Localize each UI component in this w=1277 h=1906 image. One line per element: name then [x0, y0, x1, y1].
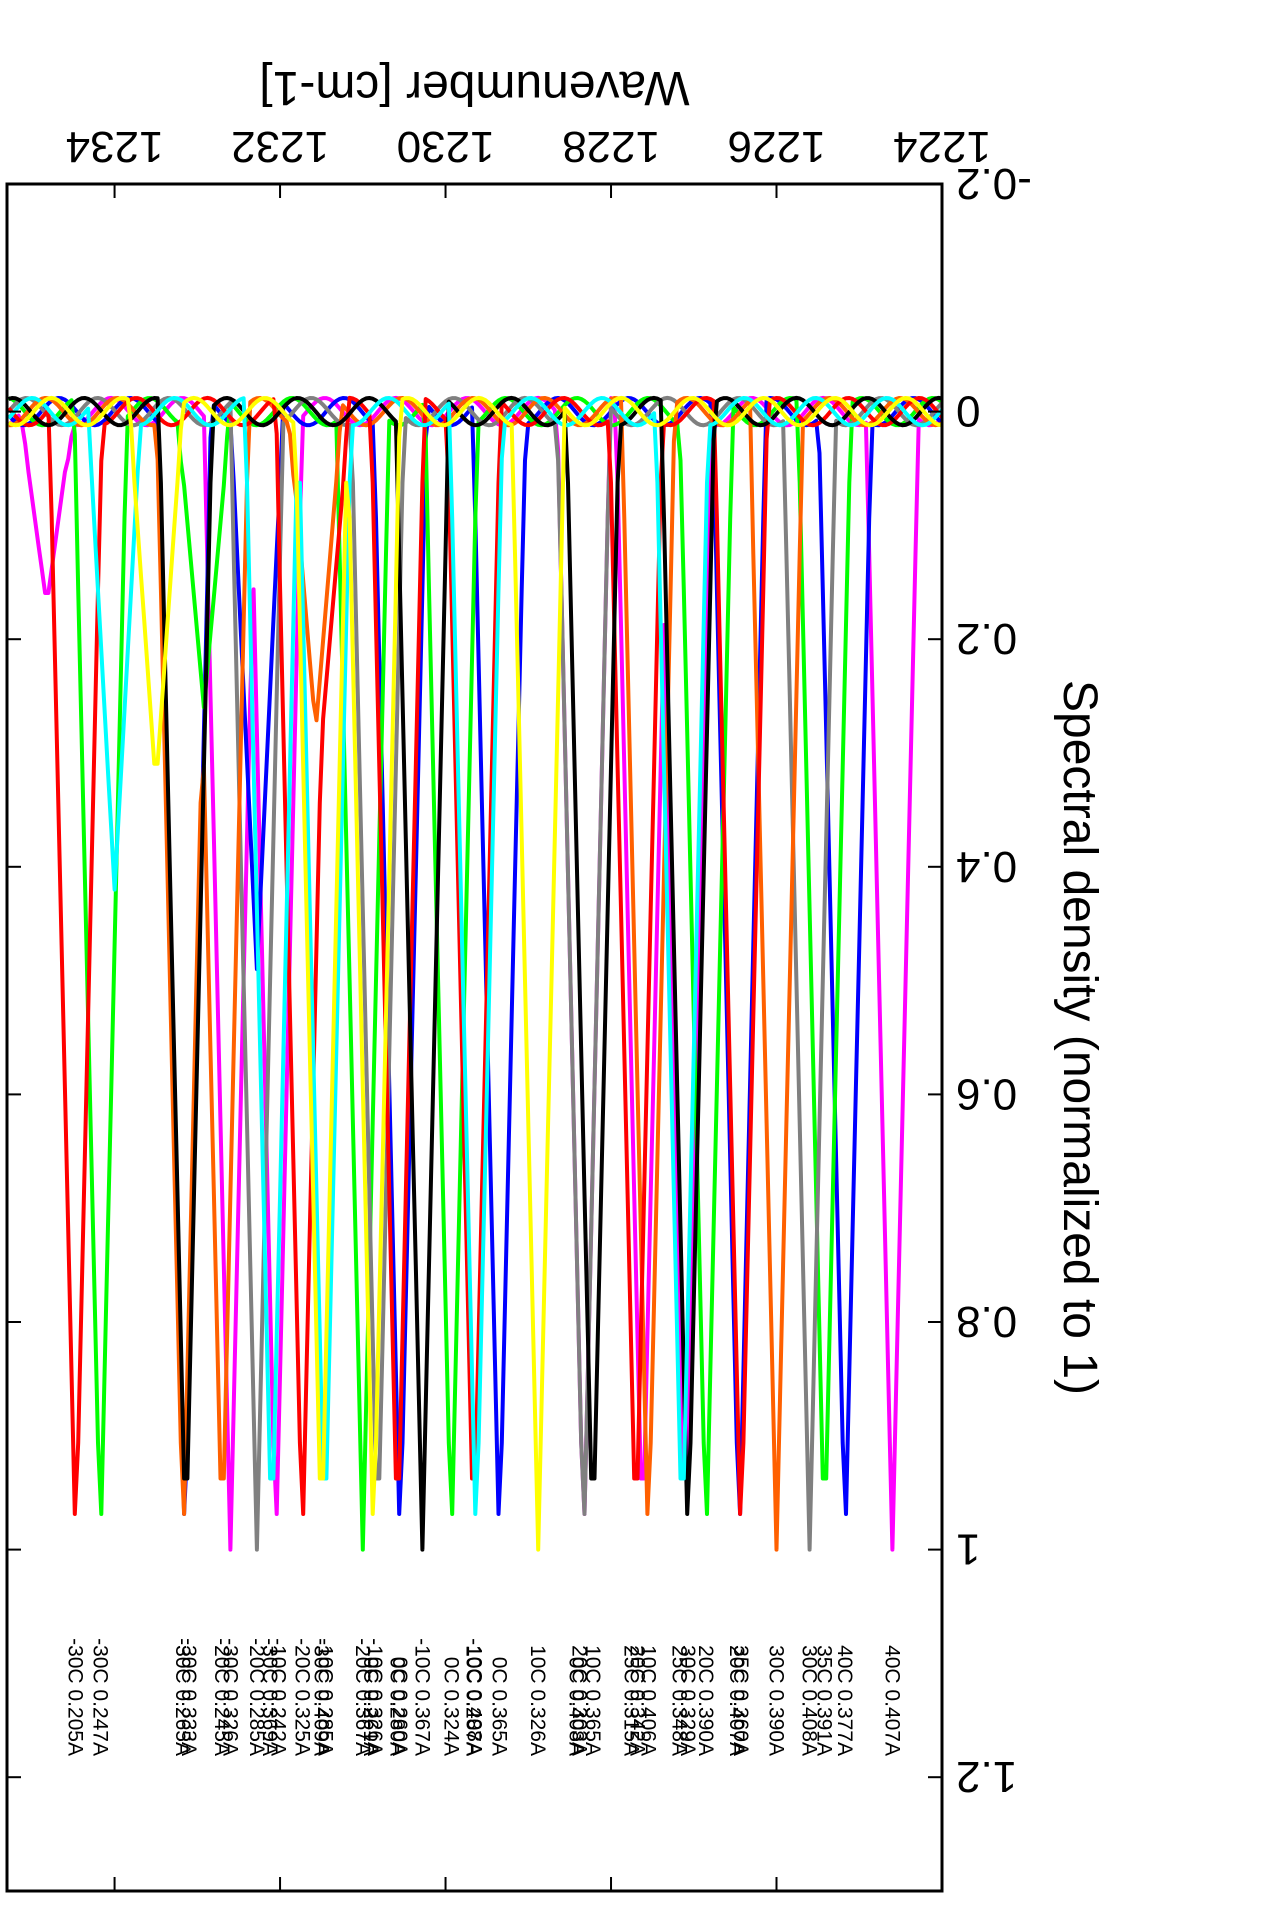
peak-label: 0C 0.408A	[564, 1657, 587, 1756]
y-tick-label: 1.2	[956, 1752, 1017, 1801]
peak-label: 35C 0.391A	[813, 1645, 836, 1756]
peak-label: 40C 0.377A	[833, 1645, 856, 1756]
peak-label: -20C 0.245A	[210, 1638, 233, 1756]
y-tick-label: 0	[956, 387, 980, 436]
peak-label: 10C 0.326A	[526, 1645, 549, 1756]
peak-label: 10C 0.365A	[581, 1645, 604, 1756]
peak-label: -10C 0.326A	[363, 1638, 386, 1756]
x-tick-label: 1230	[397, 122, 495, 171]
peak-label: -30C 0.333A	[177, 1638, 200, 1756]
y-axis: -0.2 0 0.2 0.4 0.6 0.8 1 1.2	[7, 159, 1032, 1801]
x-tick-label: 1224	[893, 122, 991, 171]
x-axis-title: Wavenumber [cm-1]	[259, 61, 689, 114]
series-line	[7, 395, 943, 1552]
peak-label: -30C 0.326A	[218, 1638, 241, 1756]
peak-label: 30C 0.329A	[676, 1645, 699, 1756]
x-tick-label: 1226	[728, 122, 826, 171]
peak-label: -20C 0.285A	[245, 1638, 268, 1756]
peak-label: 10C 0.406A	[636, 1645, 659, 1756]
peak-label: -20C 0.325A	[290, 1638, 313, 1756]
peak-label: -30C 0.205A	[64, 1638, 87, 1756]
peak-label: -10C 0.367A	[410, 1638, 433, 1756]
x-tick-label: 1232	[231, 122, 329, 171]
peak-label: -30C 0.369A	[258, 1638, 281, 1756]
series-line	[7, 396, 944, 1516]
y-tick-label: 0.2	[956, 614, 1017, 663]
peak-label: 20C 0.390A	[694, 1645, 717, 1756]
y-tick-label: 1	[956, 1525, 980, 1574]
peak-label: 0C 0.260A	[388, 1657, 411, 1756]
y-tick-label: -0.2	[956, 159, 1032, 208]
plot-frame	[5, 182, 944, 1893]
series-line	[8, 395, 943, 1552]
plot-area	[7, 395, 944, 1552]
y-axis-title: Spectral density (normalized to 1)	[1053, 680, 1106, 1395]
peak-label: 0C 0.280A	[386, 1657, 409, 1756]
y-tick-label: 0.8	[956, 1297, 1017, 1346]
x-tick-label: 1228	[562, 122, 660, 171]
series-line	[7, 395, 944, 1552]
peak-label: 40C 0.407A	[880, 1645, 903, 1756]
peak-label: -20C 0.367A	[351, 1638, 374, 1756]
peak-label: 35C 0.360A	[729, 1645, 752, 1756]
peak-label: 30C 0.390A	[765, 1645, 788, 1756]
peak-label: -30C 0.247A	[89, 1638, 112, 1756]
peak-label: 25C 0.315A	[620, 1645, 643, 1756]
x-tick-label: 1234	[66, 122, 164, 171]
series-line	[8, 396, 944, 1552]
peak-label: -30C 0.265A	[171, 1638, 194, 1756]
peak-label: 20C 0.342A	[626, 1645, 649, 1756]
peak-label: 0C 0.365A	[487, 1657, 510, 1756]
y-tick-label: 0.4	[956, 842, 1017, 891]
peak-label: 20C 0.407A	[725, 1645, 748, 1756]
peak-label: -10C 0.285A	[314, 1638, 337, 1756]
peak-label: 0C 0.324A	[439, 1657, 462, 1756]
x-axis: 1224 1226 1228 1230 1232 1234	[66, 122, 991, 1891]
peak-label: 25C 0.348A	[668, 1645, 691, 1756]
peak-label: 30C 0.408A	[798, 1645, 821, 1756]
peak-label: -30C 0.409A	[309, 1638, 332, 1756]
peak-label: 10C 0.287A	[462, 1645, 485, 1756]
y-tick-label: 0.6	[956, 1069, 1017, 1118]
peak-label: 20C 0.303A	[568, 1645, 591, 1756]
peak-label: -10C 0.242A	[266, 1638, 289, 1756]
peak-label: 0C 0.261A	[359, 1657, 382, 1756]
peak-label: -10C 0.408A	[463, 1638, 486, 1756]
